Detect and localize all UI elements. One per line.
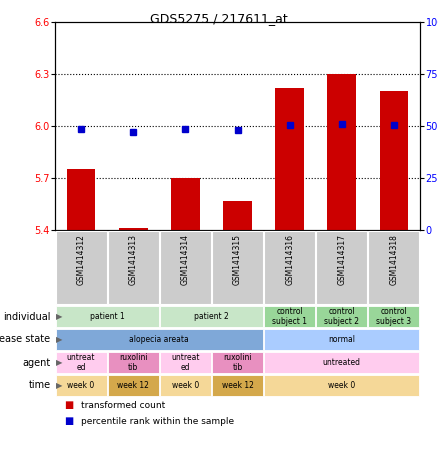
Bar <box>223 201 252 230</box>
Text: control
subject 3: control subject 3 <box>376 307 411 326</box>
Bar <box>56 375 106 396</box>
Text: GSM1414314: GSM1414314 <box>181 234 190 285</box>
Bar <box>67 169 95 230</box>
Bar <box>264 306 315 328</box>
Bar <box>119 228 148 230</box>
Text: ▶: ▶ <box>56 381 62 390</box>
Text: ruxolini
tib: ruxolini tib <box>119 353 148 372</box>
Bar <box>56 352 106 373</box>
Text: disease state: disease state <box>0 334 51 344</box>
Bar <box>56 306 159 328</box>
Text: ▶: ▶ <box>56 312 62 321</box>
Bar <box>368 306 420 328</box>
Bar <box>212 231 263 304</box>
Text: untreat
ed: untreat ed <box>67 353 95 372</box>
Bar <box>56 231 106 304</box>
Text: alopecia areata: alopecia areata <box>129 335 189 344</box>
Text: patient 2: patient 2 <box>194 312 229 321</box>
Bar <box>56 329 263 350</box>
Text: percentile rank within the sample: percentile rank within the sample <box>81 416 234 425</box>
Bar <box>160 231 211 304</box>
Text: transformed count: transformed count <box>81 400 166 410</box>
Bar <box>380 92 408 230</box>
Text: GSM1414316: GSM1414316 <box>285 234 294 285</box>
Text: week 12: week 12 <box>222 381 254 390</box>
Text: individual: individual <box>3 312 51 322</box>
Text: ■: ■ <box>64 400 73 410</box>
Text: GSM1414315: GSM1414315 <box>233 234 242 285</box>
Bar <box>264 375 420 396</box>
Text: week 0: week 0 <box>67 381 95 390</box>
Text: patient 1: patient 1 <box>90 312 124 321</box>
Text: week 0: week 0 <box>328 381 355 390</box>
Bar <box>264 231 315 304</box>
Bar <box>160 375 211 396</box>
Text: GDS5275 / 217611_at: GDS5275 / 217611_at <box>150 12 288 25</box>
Bar <box>212 375 263 396</box>
Text: ruxolini
tib: ruxolini tib <box>223 353 252 372</box>
Bar <box>264 352 420 373</box>
Text: GSM1414317: GSM1414317 <box>337 234 346 285</box>
Bar <box>316 231 367 304</box>
Text: ■: ■ <box>64 416 73 426</box>
Text: time: time <box>28 381 51 390</box>
Text: GSM1414318: GSM1414318 <box>389 234 399 284</box>
Text: ▶: ▶ <box>56 358 62 367</box>
Text: control
subject 2: control subject 2 <box>324 307 359 326</box>
Bar <box>212 352 263 373</box>
Bar <box>368 231 420 304</box>
Text: week 12: week 12 <box>117 381 149 390</box>
Text: agent: agent <box>22 357 51 367</box>
Bar <box>328 74 356 230</box>
Bar <box>171 178 200 230</box>
Text: untreated: untreated <box>323 358 361 367</box>
Bar <box>108 352 159 373</box>
Text: GSM1414313: GSM1414313 <box>129 234 138 285</box>
Text: untreat
ed: untreat ed <box>171 353 200 372</box>
Bar <box>316 306 367 328</box>
Bar <box>160 306 263 328</box>
Text: week 0: week 0 <box>172 381 199 390</box>
Text: GSM1414312: GSM1414312 <box>77 234 85 284</box>
Bar <box>264 329 420 350</box>
Bar <box>160 352 211 373</box>
Text: control
subject 1: control subject 1 <box>272 307 307 326</box>
Text: ▶: ▶ <box>56 335 62 344</box>
Bar <box>108 231 159 304</box>
Bar <box>108 375 159 396</box>
Bar <box>276 88 304 230</box>
Text: normal: normal <box>328 335 355 344</box>
